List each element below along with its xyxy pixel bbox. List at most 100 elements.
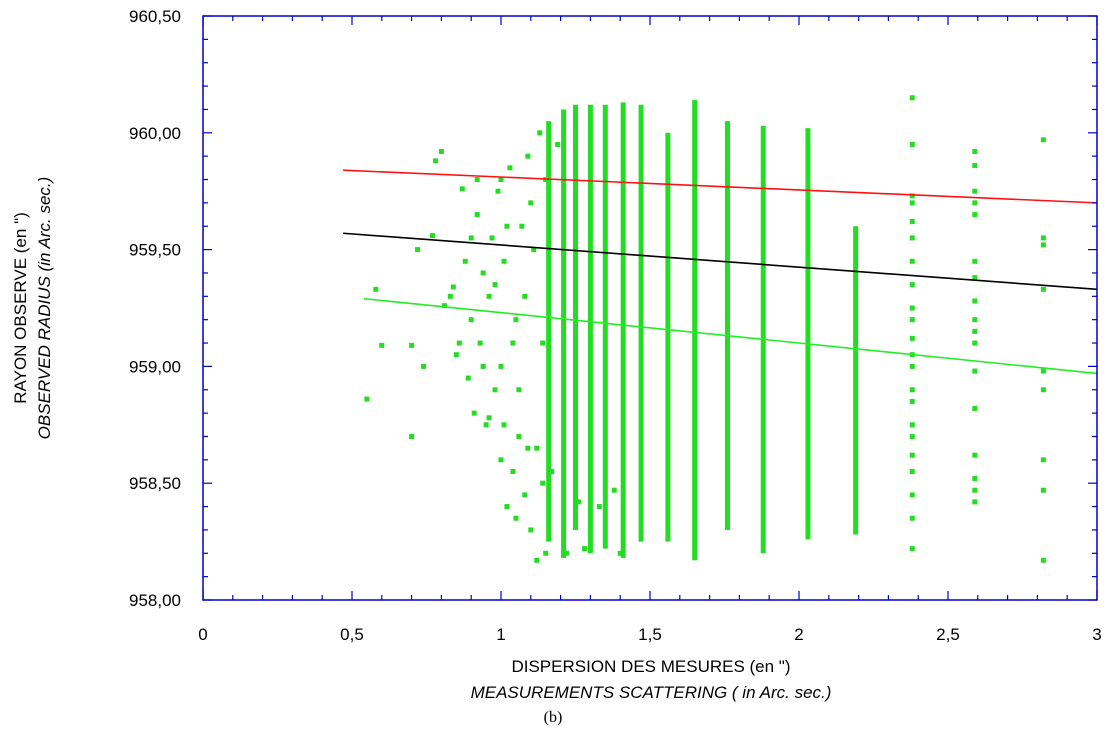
x-tick-label: 3 xyxy=(1092,625,1101,644)
data-point-column xyxy=(620,102,626,558)
data-point xyxy=(429,233,435,239)
data-point xyxy=(909,219,915,225)
data-point xyxy=(456,340,462,346)
data-point-column xyxy=(692,100,698,561)
data-point xyxy=(972,476,978,482)
x-tick-label: 2 xyxy=(794,625,803,644)
data-point xyxy=(483,422,489,428)
data-point xyxy=(543,550,549,556)
trend-line-middle-line xyxy=(343,232,1098,291)
data-point xyxy=(528,200,534,206)
data-point xyxy=(549,469,555,475)
data-point xyxy=(507,165,513,171)
trend-line-upper-line xyxy=(343,169,1098,204)
data-point xyxy=(519,223,525,229)
data-point xyxy=(468,317,474,323)
data-point xyxy=(617,550,623,556)
data-point xyxy=(432,158,438,164)
data-point xyxy=(409,433,415,439)
data-point xyxy=(474,212,480,218)
data-point xyxy=(555,141,561,147)
data-point xyxy=(415,247,421,253)
data-point xyxy=(537,130,543,136)
data-point xyxy=(972,258,978,264)
data-point xyxy=(513,515,519,521)
data-point-column xyxy=(602,104,608,549)
data-point xyxy=(581,546,587,552)
data-point xyxy=(522,492,528,498)
data-points xyxy=(364,95,1046,563)
data-point xyxy=(492,387,498,393)
data-point-column xyxy=(665,132,671,542)
data-point xyxy=(492,282,498,288)
data-point xyxy=(528,527,534,533)
data-point xyxy=(525,153,531,159)
data-point xyxy=(972,163,978,169)
data-point xyxy=(909,363,915,369)
data-point xyxy=(909,282,915,288)
data-point xyxy=(909,469,915,475)
data-point-column xyxy=(853,226,859,535)
data-point xyxy=(1040,242,1046,248)
data-point-column xyxy=(587,104,593,554)
data-point xyxy=(409,342,415,348)
y-tick-label: 959,50 xyxy=(129,241,181,260)
data-point xyxy=(972,200,978,206)
data-point xyxy=(909,258,915,264)
data-point xyxy=(462,258,468,264)
y-tick-label: 960,00 xyxy=(129,124,181,143)
data-point xyxy=(540,480,546,486)
data-point xyxy=(513,317,519,323)
data-point xyxy=(534,557,540,563)
data-point xyxy=(596,504,602,510)
axes xyxy=(202,15,1098,601)
data-point xyxy=(438,148,444,154)
x-axis-title-english: MEASUREMENTS SCATTERING ( in Arc. sec.) xyxy=(471,683,832,702)
data-point xyxy=(972,452,978,458)
data-point xyxy=(909,95,915,101)
data-point-column xyxy=(805,128,811,540)
data-point xyxy=(1040,235,1046,241)
data-point xyxy=(972,188,978,194)
data-point xyxy=(909,515,915,521)
data-point xyxy=(972,368,978,374)
data-point xyxy=(489,235,495,241)
data-point xyxy=(480,363,486,369)
data-point-column xyxy=(546,121,552,542)
data-point xyxy=(480,270,486,276)
data-point xyxy=(909,305,915,311)
data-point xyxy=(510,469,516,475)
y-tick-label: 960,50 xyxy=(129,7,181,26)
data-point xyxy=(495,188,501,194)
x-tick-label: 0,5 xyxy=(340,625,364,644)
figure-caption: (b) xyxy=(544,709,563,726)
data-point-column xyxy=(724,121,730,530)
data-point xyxy=(1040,487,1046,493)
data-point xyxy=(373,286,379,292)
y-axis-title: RAYON OBSERVE (en ") xyxy=(11,212,30,404)
data-point xyxy=(972,275,978,281)
y-tick-label: 958,50 xyxy=(129,474,181,493)
data-point xyxy=(477,340,483,346)
data-point xyxy=(909,546,915,552)
data-point xyxy=(909,317,915,323)
data-point xyxy=(522,293,528,299)
data-point xyxy=(498,457,504,463)
data-point xyxy=(534,445,540,451)
data-point xyxy=(540,340,546,346)
data-point xyxy=(510,340,516,346)
data-point xyxy=(972,405,978,411)
data-point xyxy=(468,235,474,241)
data-point xyxy=(465,375,471,381)
data-point xyxy=(504,504,510,510)
data-point xyxy=(1040,387,1046,393)
data-point xyxy=(453,352,459,358)
data-point xyxy=(972,487,978,493)
data-point xyxy=(1040,137,1046,143)
data-point xyxy=(501,422,507,428)
y-tick-label: 958,00 xyxy=(129,591,181,610)
data-point xyxy=(459,186,465,192)
data-point xyxy=(564,550,570,556)
data-point-column xyxy=(573,104,578,530)
